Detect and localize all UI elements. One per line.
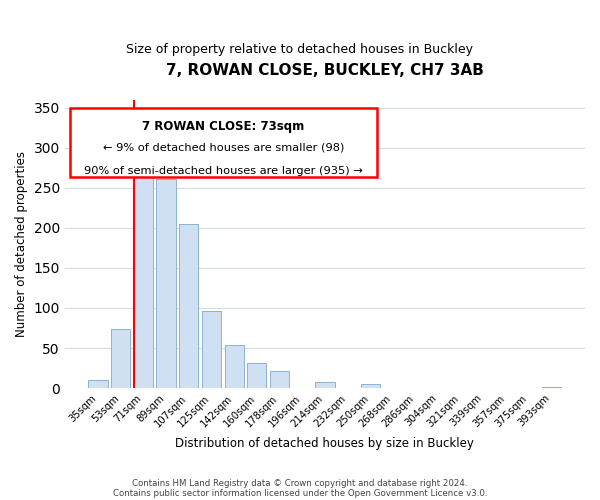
Text: Size of property relative to detached houses in Buckley: Size of property relative to detached ho…: [127, 42, 473, 56]
Bar: [361, 384, 380, 388]
Bar: [111, 329, 130, 388]
Text: 90% of semi-detached houses are larger (935) →: 90% of semi-detached houses are larger (…: [84, 166, 363, 176]
Text: Contains HM Land Registry data © Crown copyright and database right 2024.: Contains HM Land Registry data © Crown c…: [132, 478, 468, 488]
Bar: [270, 372, 289, 388]
Bar: [179, 224, 199, 388]
FancyBboxPatch shape: [70, 108, 377, 178]
Y-axis label: Number of detached properties: Number of detached properties: [15, 151, 28, 337]
Bar: [134, 157, 153, 388]
Bar: [247, 364, 266, 388]
Bar: [224, 345, 244, 388]
Bar: [88, 380, 108, 388]
Text: Contains public sector information licensed under the Open Government Licence v3: Contains public sector information licen…: [113, 488, 487, 498]
Title: 7, ROWAN CLOSE, BUCKLEY, CH7 3AB: 7, ROWAN CLOSE, BUCKLEY, CH7 3AB: [166, 62, 484, 78]
Bar: [315, 382, 335, 388]
Bar: [542, 386, 562, 388]
Text: ← 9% of detached houses are smaller (98): ← 9% of detached houses are smaller (98): [103, 143, 344, 153]
Bar: [157, 179, 176, 388]
X-axis label: Distribution of detached houses by size in Buckley: Distribution of detached houses by size …: [175, 437, 475, 450]
Bar: [202, 311, 221, 388]
Text: 7 ROWAN CLOSE: 73sqm: 7 ROWAN CLOSE: 73sqm: [142, 120, 305, 132]
